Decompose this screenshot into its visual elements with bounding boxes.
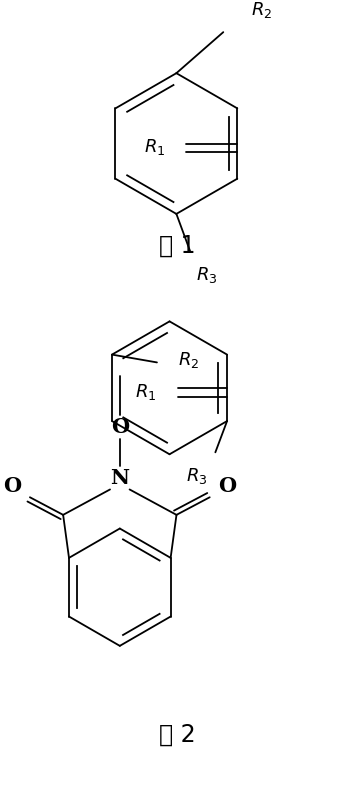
Text: $R_3$: $R_3$	[186, 466, 208, 486]
Text: $R_2$: $R_2$	[178, 351, 200, 370]
Text: O: O	[3, 476, 21, 495]
Text: $R_3$: $R_3$	[196, 265, 218, 284]
Text: O: O	[218, 476, 236, 495]
Text: 式 2: 式 2	[159, 722, 196, 747]
Text: $R_1$: $R_1$	[135, 381, 157, 402]
Text: N: N	[110, 468, 130, 488]
Text: $R_2$: $R_2$	[251, 1, 272, 20]
Text: $R_1$: $R_1$	[144, 137, 165, 158]
Text: 式 1: 式 1	[159, 234, 196, 258]
Text: O: O	[111, 417, 129, 437]
